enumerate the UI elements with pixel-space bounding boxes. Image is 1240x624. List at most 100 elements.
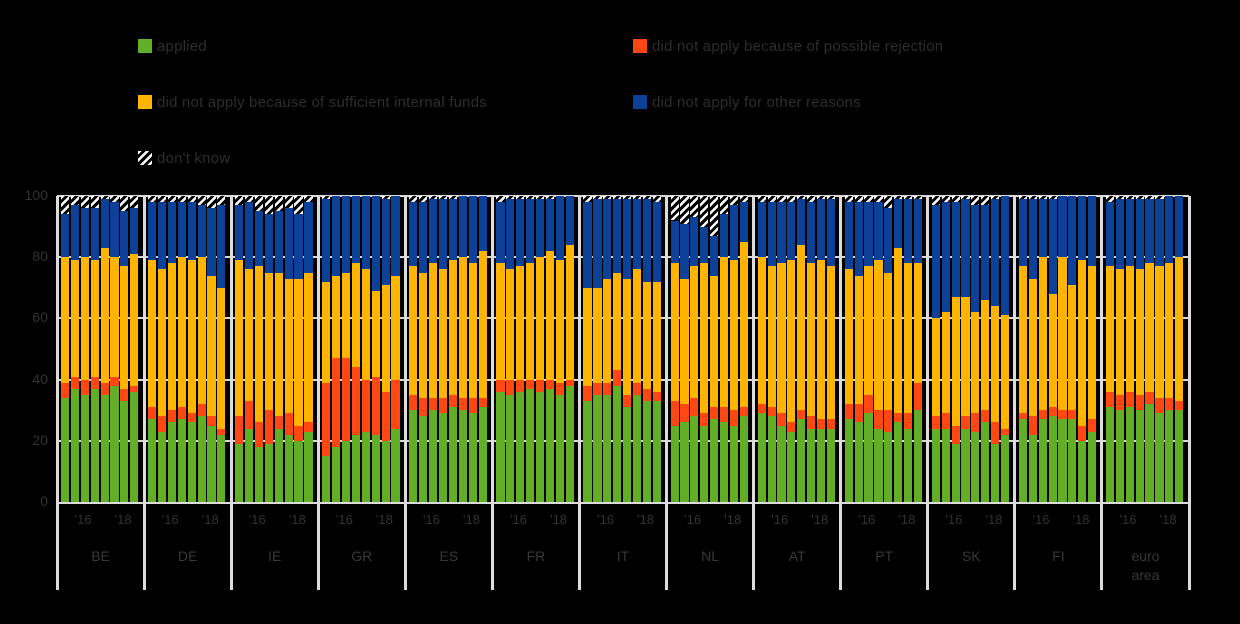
bar-segment-0 — [419, 416, 428, 502]
bar-segment-4 — [157, 196, 167, 203]
category-label: BE — [91, 548, 110, 564]
stacked-bar — [767, 196, 776, 502]
bar-segment-3 — [700, 226, 709, 264]
x-axis-tick-label: '18 — [201, 512, 219, 527]
bar-segment-1 — [342, 358, 351, 441]
bar-segment-0 — [197, 416, 206, 502]
bar-segment-2 — [680, 278, 689, 405]
stacked-bar — [245, 196, 254, 502]
bar-segment-1 — [1018, 413, 1028, 420]
bar-segment-3 — [264, 214, 273, 273]
bar-segment-0 — [1175, 410, 1184, 502]
bar-segment-1 — [1175, 401, 1184, 411]
bar-segment-3 — [100, 199, 109, 249]
stacked-bar — [371, 196, 380, 502]
bar-segment-0 — [652, 401, 661, 502]
bar-segment-4 — [197, 196, 206, 206]
bar-segment-0 — [632, 394, 642, 502]
stacked-bar — [1145, 196, 1154, 502]
bar-segment-1 — [304, 422, 313, 432]
bar-segment-0 — [264, 443, 273, 502]
bar-segment-2 — [110, 257, 119, 377]
stacked-bar — [274, 196, 283, 502]
stacked-bar — [409, 196, 418, 502]
bar-segment-4 — [913, 196, 923, 200]
stacked-bar — [187, 196, 196, 502]
group-separator — [1013, 196, 1017, 590]
bar-segment-4 — [904, 196, 913, 200]
bar-segment-3 — [991, 199, 1000, 307]
bar-segment-3 — [167, 202, 177, 264]
category-label: GR — [351, 548, 373, 564]
category-label: FR — [526, 548, 546, 564]
bar-segment-0 — [991, 443, 1000, 502]
bar-segment-4 — [613, 196, 622, 200]
bar-segment-2 — [235, 260, 244, 417]
category-label: FI — [1052, 548, 1065, 564]
bar-segment-2 — [1058, 257, 1067, 411]
group-separator — [1187, 196, 1191, 590]
internal-funds-swatch-icon — [138, 95, 152, 109]
bar-segment-0 — [90, 388, 99, 502]
bar-segment-3 — [931, 205, 940, 319]
stacked-bar — [1155, 196, 1164, 502]
x-axis-tick-label: '18 — [1159, 512, 1177, 527]
x-axis-tick-label: '18 — [375, 512, 393, 527]
bar-segment-0 — [623, 407, 632, 502]
y-axis-tick-label: 100 — [24, 187, 48, 203]
bar-segment-4 — [807, 196, 816, 203]
bar-segment-0 — [167, 422, 177, 502]
bar-segment-4 — [264, 196, 273, 215]
bar-segment-4 — [274, 196, 283, 212]
bar-segment-1 — [361, 379, 370, 432]
bar-segment-4 — [739, 196, 748, 203]
bar-segment-2 — [100, 248, 109, 383]
bar-segment-4 — [254, 196, 264, 212]
bar-segment-3 — [623, 199, 632, 279]
bar-segment-3 — [438, 199, 448, 270]
bar-segment-0 — [642, 401, 651, 502]
bar-segment-0 — [1018, 419, 1028, 502]
bar-segment-0 — [690, 416, 699, 502]
bar-segment-3 — [613, 199, 622, 273]
bar-segment-2 — [157, 269, 167, 417]
bar-segment-2 — [1165, 263, 1174, 398]
bar-segment-2 — [120, 266, 129, 389]
bar-segment-1 — [991, 422, 1000, 444]
bar-segment-0 — [1000, 434, 1010, 502]
bar-segment-2 — [1028, 278, 1037, 417]
bar-segment-4 — [167, 196, 177, 203]
bar-segment-1 — [951, 425, 960, 444]
bar-segment-1 — [680, 404, 689, 423]
bar-segment-4 — [961, 196, 970, 200]
bar-segment-1 — [478, 397, 487, 408]
bar-segment-4 — [496, 196, 505, 203]
bar-segment-0 — [680, 422, 689, 502]
stacked-bar — [864, 196, 873, 502]
stacked-bar — [961, 196, 970, 502]
group-separator — [403, 196, 407, 590]
bar-segment-1 — [787, 422, 796, 432]
bar-segment-0 — [245, 428, 254, 502]
bar-segment-0 — [148, 419, 157, 502]
stacked-bar — [322, 196, 331, 502]
bar-segment-3 — [971, 205, 980, 313]
stacked-bar — [157, 196, 167, 502]
bar-segment-0 — [981, 422, 990, 502]
bar-segment-3 — [797, 199, 806, 245]
bar-segment-4 — [516, 196, 525, 200]
category-label: AT — [788, 548, 806, 564]
stacked-bar — [844, 196, 853, 502]
bar-segment-0 — [670, 425, 679, 502]
bar-segment-4 — [874, 196, 883, 203]
bar-segment-3 — [1155, 199, 1164, 267]
stacked-bar — [110, 196, 119, 502]
bar-segment-0 — [332, 446, 341, 502]
bar-segment-0 — [951, 443, 960, 502]
bar-segment-3 — [1068, 196, 1077, 285]
bar-segment-3 — [826, 199, 835, 267]
bar-segment-2 — [951, 296, 960, 426]
bar-segment-0 — [177, 419, 186, 502]
bar-segment-1 — [535, 379, 545, 392]
bar-segment-2 — [1125, 266, 1134, 392]
